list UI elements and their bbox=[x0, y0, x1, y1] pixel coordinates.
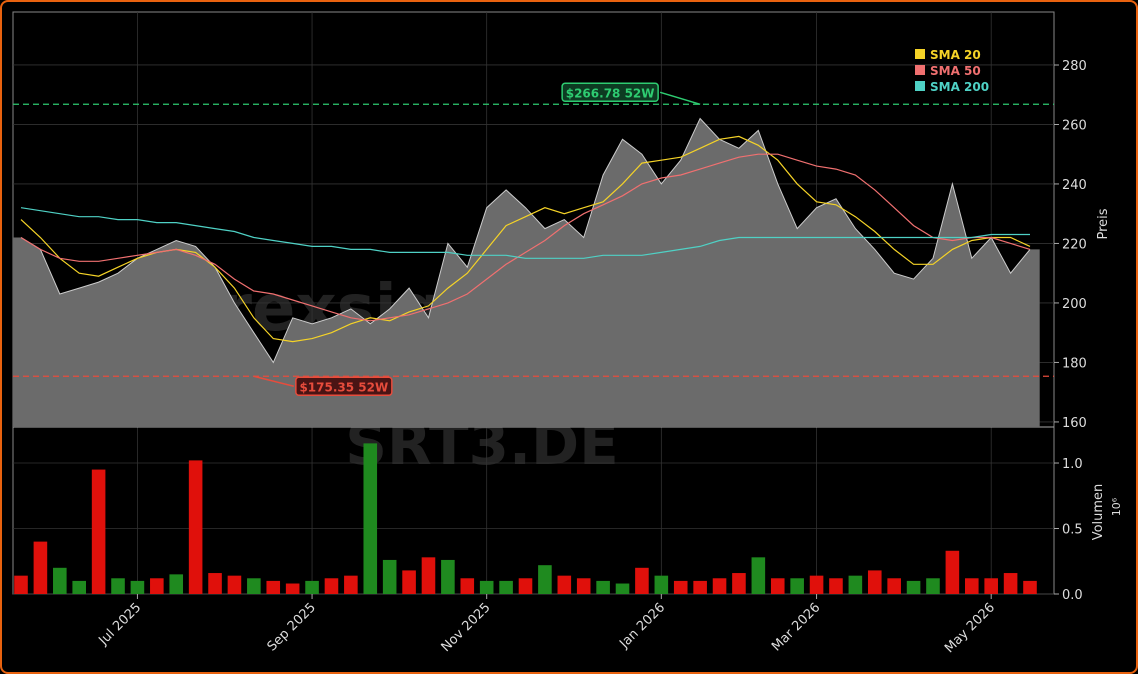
x-tick-label: Nov 2025 bbox=[439, 600, 494, 655]
volume-bar bbox=[848, 575, 863, 594]
annotation-arrow bbox=[659, 91, 701, 106]
volume-bar bbox=[130, 580, 145, 594]
volume-bar bbox=[829, 578, 843, 594]
annotation-label: $175.35 52W bbox=[299, 380, 388, 394]
y2-tick-label: 1.0 bbox=[1062, 457, 1083, 472]
legend-swatch bbox=[915, 81, 925, 91]
x-tick-label: Sep 2025 bbox=[265, 600, 319, 654]
volume-bar bbox=[926, 578, 940, 594]
annotation-box bbox=[561, 82, 659, 103]
sma-line bbox=[20, 135, 1031, 343]
volume-bar bbox=[635, 567, 649, 594]
volume-bar bbox=[169, 574, 184, 594]
volume-bar bbox=[1023, 580, 1037, 594]
x-tick-label: Mar 2026 bbox=[769, 600, 823, 654]
volume-bar bbox=[208, 573, 222, 594]
volume-bar bbox=[247, 578, 261, 594]
legend-label: SMA 20 bbox=[930, 48, 981, 62]
volume-bar bbox=[285, 583, 300, 594]
y-tick-label: 220 bbox=[1062, 237, 1087, 252]
volume-bar bbox=[984, 578, 998, 594]
volume-bar bbox=[111, 578, 125, 594]
price-area bbox=[13, 118, 1040, 427]
volume-bar bbox=[557, 575, 572, 594]
volume-bar bbox=[382, 559, 397, 594]
volume-bar bbox=[867, 570, 882, 594]
volume-bar bbox=[14, 575, 28, 594]
annotation-label: $266.78 52W bbox=[566, 86, 655, 100]
volume-bar bbox=[673, 580, 688, 594]
volume-bar bbox=[693, 580, 707, 594]
annotation-box bbox=[295, 376, 393, 397]
y-tick-label: 200 bbox=[1062, 297, 1087, 312]
sma-line bbox=[20, 207, 1030, 259]
volume-bar bbox=[499, 580, 513, 594]
legend-swatch bbox=[915, 65, 925, 75]
volume-bar bbox=[305, 580, 319, 594]
volume-bar bbox=[790, 578, 804, 594]
volume-bar bbox=[654, 575, 669, 594]
volume-bar bbox=[91, 469, 106, 594]
volume-bar bbox=[576, 578, 591, 594]
volume-bar bbox=[732, 573, 746, 594]
x-tick-label: Jul 2025 bbox=[96, 600, 145, 649]
volume-bar bbox=[188, 460, 203, 594]
volume-bar bbox=[344, 575, 358, 594]
volume-bar bbox=[460, 578, 475, 594]
x-tick-label: Jan 2026 bbox=[616, 600, 668, 652]
volume-bar bbox=[964, 578, 979, 594]
volume-bar bbox=[72, 580, 87, 594]
volume-bar bbox=[33, 541, 48, 594]
y-tick-label: 160 bbox=[1062, 416, 1087, 431]
volume-bar bbox=[266, 580, 281, 594]
legend-label: SMA 200 bbox=[930, 80, 989, 94]
volume-bar bbox=[751, 557, 766, 594]
volume-bar bbox=[712, 578, 727, 594]
y2-axis-label: Volumen bbox=[1091, 484, 1106, 541]
y-tick-label: 240 bbox=[1062, 178, 1087, 193]
volume-bar bbox=[538, 565, 552, 594]
sma-line bbox=[20, 153, 1031, 322]
volume-bar bbox=[324, 578, 339, 594]
volume-bar bbox=[596, 580, 610, 594]
annotation-arrow bbox=[253, 375, 295, 388]
volume-bar bbox=[518, 578, 533, 594]
volume-bar bbox=[906, 580, 921, 594]
y2-tick-label: 0.0 bbox=[1062, 588, 1083, 603]
volume-bar bbox=[479, 580, 494, 594]
volume-bar bbox=[53, 567, 67, 594]
y-tick-label: 180 bbox=[1062, 356, 1087, 371]
legend-swatch bbox=[915, 49, 925, 59]
legend-label: SMA 50 bbox=[930, 64, 981, 78]
volume-bar bbox=[402, 570, 416, 594]
volume-bar bbox=[150, 578, 164, 594]
y-axis-label: Preis bbox=[1096, 208, 1111, 239]
volume-bar bbox=[441, 559, 455, 594]
y2-offset-label: 10⁶ bbox=[1110, 497, 1123, 516]
y-tick-label: 260 bbox=[1062, 118, 1087, 133]
y2-tick-label: 0.5 bbox=[1062, 523, 1083, 538]
price-line bbox=[20, 117, 1031, 364]
volume-bar bbox=[363, 443, 378, 594]
volume-bar bbox=[421, 557, 436, 594]
volume-bar bbox=[227, 575, 242, 594]
volume-bar bbox=[809, 575, 824, 594]
volume-bar bbox=[615, 583, 630, 594]
volume-bar bbox=[770, 578, 785, 594]
volume-bar bbox=[945, 550, 960, 594]
volume-bar bbox=[1003, 573, 1018, 594]
y-tick-label: 280 bbox=[1062, 59, 1087, 74]
x-tick-label: May 2026 bbox=[942, 600, 998, 656]
volume-bar bbox=[887, 578, 901, 594]
